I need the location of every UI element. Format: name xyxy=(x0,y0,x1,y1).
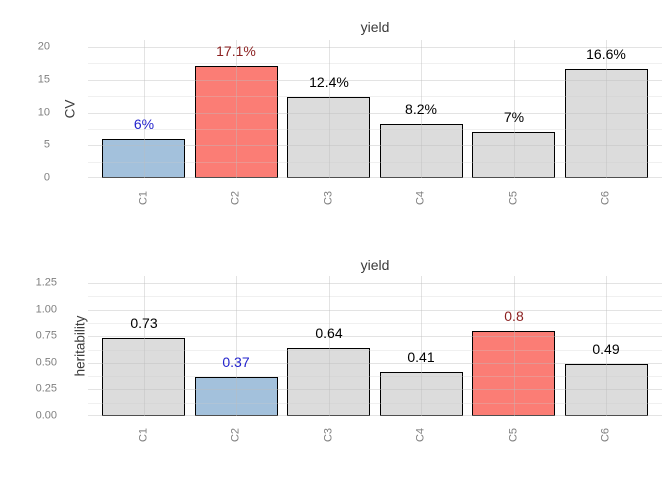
bar-c3 xyxy=(287,97,370,178)
gridline-minor-horizontal xyxy=(88,63,662,65)
chart-title: yield xyxy=(360,19,390,35)
cv-chart: yield CV 6% 17.1% 12.4% 8.2% 7% 16.6% 0 5 10 15 2… xyxy=(37,19,662,206)
y-tick-label: 5 xyxy=(43,138,50,151)
x-tick-label: C1 xyxy=(137,190,150,206)
x-tick-label: C4 xyxy=(414,190,427,206)
bar-value-label: 0.41 xyxy=(407,349,435,365)
x-tick-label: C2 xyxy=(229,427,242,443)
bar-value-label: 6% xyxy=(133,116,155,132)
gridline-major-horizontal xyxy=(88,309,662,311)
gridline-major-horizontal xyxy=(88,283,662,284)
gridline-major-horizontal xyxy=(88,47,662,48)
x-tick-label: C3 xyxy=(322,427,335,443)
bar-value-label: 0.73 xyxy=(130,315,158,331)
bar-c5 xyxy=(472,331,555,416)
bar-c2 xyxy=(195,377,278,416)
y-tick-label: 15 xyxy=(37,73,50,86)
bar-c1 xyxy=(102,338,185,416)
heritability-chart: yield heritability 0.73 0.37 0.64 0.41 0.8 0.… xyxy=(0,240,672,480)
bar-c4 xyxy=(380,372,463,416)
x-tick-label: C5 xyxy=(507,190,520,206)
bar-c3 xyxy=(287,348,370,416)
y-tick-label: 1.25 xyxy=(35,276,57,289)
chart-title: yield xyxy=(360,257,390,273)
y-tick-label: 0.50 xyxy=(35,356,57,369)
bar-value-label: 17.1% xyxy=(216,43,256,59)
bar-value-label: 0.8 xyxy=(504,308,524,324)
bar-value-label: 0.37 xyxy=(222,354,250,370)
y-tick-label: 1.00 xyxy=(35,303,57,316)
bar-value-label: 7% xyxy=(503,109,525,125)
plot-panel: 6% 17.1% 12.4% 8.2% 7% 16.6% xyxy=(88,40,662,178)
x-tick-label: C1 xyxy=(137,427,150,443)
bar-value-label: 12.4% xyxy=(309,74,349,90)
bar-c4 xyxy=(380,124,463,178)
bar-c2 xyxy=(195,66,278,178)
x-tick-label: C6 xyxy=(599,427,612,443)
bar-c6 xyxy=(565,69,648,178)
y-tick-label: 10 xyxy=(37,106,50,118)
y-tick-label: 0 xyxy=(43,171,50,184)
bar-c5 xyxy=(472,132,555,178)
bar-c6 xyxy=(565,364,648,416)
x-tick-label: C4 xyxy=(414,427,427,443)
gridline-minor-horizontal xyxy=(88,296,662,298)
y-axis-title: CV xyxy=(62,99,78,119)
bar-value-label: 0.64 xyxy=(315,325,343,341)
x-tick-label: C6 xyxy=(599,190,612,206)
y-axis-title: heritability xyxy=(72,315,88,377)
y-tick-label: 0.00 xyxy=(35,409,57,422)
bar-value-label: 16.6% xyxy=(586,46,626,62)
x-tick-label: C5 xyxy=(507,427,520,443)
x-tick-label: C3 xyxy=(322,190,335,206)
gridline-minor-horizontal xyxy=(88,322,662,324)
x-tick-label: C2 xyxy=(229,190,242,206)
y-tick-label: 20 xyxy=(37,40,50,53)
bar-value-label: 8.2% xyxy=(405,101,437,117)
y-tick-label: 0.75 xyxy=(35,329,57,342)
plot-panel: 0.73 0.37 0.64 0.41 0.8 0.49 xyxy=(88,276,662,416)
bar-value-label: 0.49 xyxy=(592,341,620,357)
y-tick-label: 0.25 xyxy=(35,382,57,395)
bar-c1 xyxy=(102,139,185,178)
